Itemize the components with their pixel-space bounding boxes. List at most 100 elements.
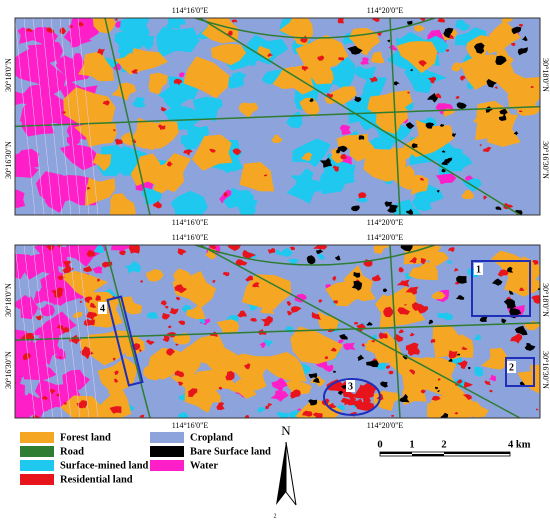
land-patch [437, 312, 454, 321]
land-patch [333, 300, 338, 304]
coord-label: 30°16'30"N [541, 141, 550, 179]
land-patch [260, 315, 273, 327]
land-patch [109, 193, 136, 215]
land-patch [456, 360, 468, 370]
land-patch [357, 354, 365, 361]
land-patch [420, 389, 426, 394]
land-patch [337, 18, 344, 24]
land-patch [57, 275, 65, 281]
land-patch [250, 318, 257, 322]
land-patch [457, 353, 461, 356]
land-patch [462, 394, 472, 400]
land-patch [338, 57, 345, 61]
land-patch [396, 41, 438, 74]
land-patch [223, 192, 228, 197]
marker-box [471, 260, 531, 317]
scale-label: 1 [409, 439, 414, 450]
land-patch [461, 346, 468, 350]
land-patch [227, 30, 233, 36]
land-patch [388, 370, 394, 375]
land-patch [85, 311, 98, 321]
land-patch [32, 415, 40, 418]
marker-label-bg [346, 380, 355, 392]
field-line [41, 18, 63, 215]
land-patch [131, 69, 138, 74]
road [15, 322, 540, 341]
land-patch [158, 124, 166, 130]
land-patch [485, 106, 493, 113]
land-patch [435, 386, 439, 390]
land-patch [83, 318, 95, 327]
land-patch [173, 332, 191, 345]
land-patch [358, 192, 367, 199]
land-patch [230, 377, 258, 399]
land-patch [31, 345, 50, 363]
north-arrow: N [276, 423, 297, 506]
land-patch [245, 275, 253, 282]
land-patch [286, 176, 330, 204]
land-patch [178, 72, 185, 78]
land-patch [369, 76, 378, 83]
land-patch [391, 415, 394, 417]
land-patch [112, 357, 116, 361]
land-patch [517, 47, 528, 56]
marker-label: 1 [476, 264, 481, 275]
land-patch [124, 260, 142, 274]
land-patch [419, 177, 424, 181]
land-patch [271, 134, 283, 144]
land-patch [166, 161, 174, 167]
land-patch [353, 65, 377, 80]
legend-label: Cropland [190, 432, 233, 443]
land-patch [398, 267, 404, 273]
scale-label: 0 [377, 439, 382, 450]
land-patch [483, 195, 488, 200]
land-patch [524, 342, 536, 351]
land-patch [119, 18, 151, 38]
land-patch [271, 376, 289, 393]
scale-label: 4 km [508, 439, 531, 450]
land-patch [519, 110, 523, 113]
land-patch [397, 307, 411, 315]
land-patch [54, 348, 66, 360]
land-patch [337, 145, 348, 153]
land-patch [445, 49, 450, 52]
coord-label: 30°18'0"N [4, 58, 13, 92]
land-patch [264, 338, 273, 347]
land-patch [410, 68, 414, 72]
land-patch [267, 53, 274, 57]
coord-label: 114°20'0"E [367, 6, 404, 15]
land-patch [289, 246, 295, 251]
land-patch [15, 254, 31, 280]
land-patch [244, 415, 250, 418]
land-patch [286, 301, 292, 306]
coord-label: 114°16'0"E [172, 218, 209, 227]
land-patch [350, 400, 361, 408]
land-patch [45, 245, 55, 252]
land-patch [356, 196, 369, 203]
land-patch [114, 138, 123, 145]
land-patch [86, 186, 91, 190]
land-patch [363, 148, 407, 182]
land-patch [361, 343, 365, 347]
marker-label-bg [474, 263, 483, 275]
land-patch [358, 135, 365, 140]
land-patch [72, 311, 83, 319]
land-patch [176, 296, 181, 301]
land-patch [522, 35, 528, 42]
land-patch [378, 332, 388, 340]
land-patch [347, 45, 363, 55]
land-patch [177, 248, 187, 256]
field-line [77, 245, 99, 418]
land-patch [77, 400, 88, 409]
land-patch [139, 349, 142, 352]
marker-ellipse [323, 378, 381, 416]
land-patch [86, 249, 96, 257]
land-patch [169, 307, 179, 315]
land-patch [511, 42, 516, 47]
land-patch [259, 304, 275, 314]
land-patch [270, 390, 289, 402]
land-patch [209, 148, 216, 153]
land-patch [455, 295, 465, 300]
land-patch [408, 347, 420, 356]
field-line [32, 245, 54, 418]
